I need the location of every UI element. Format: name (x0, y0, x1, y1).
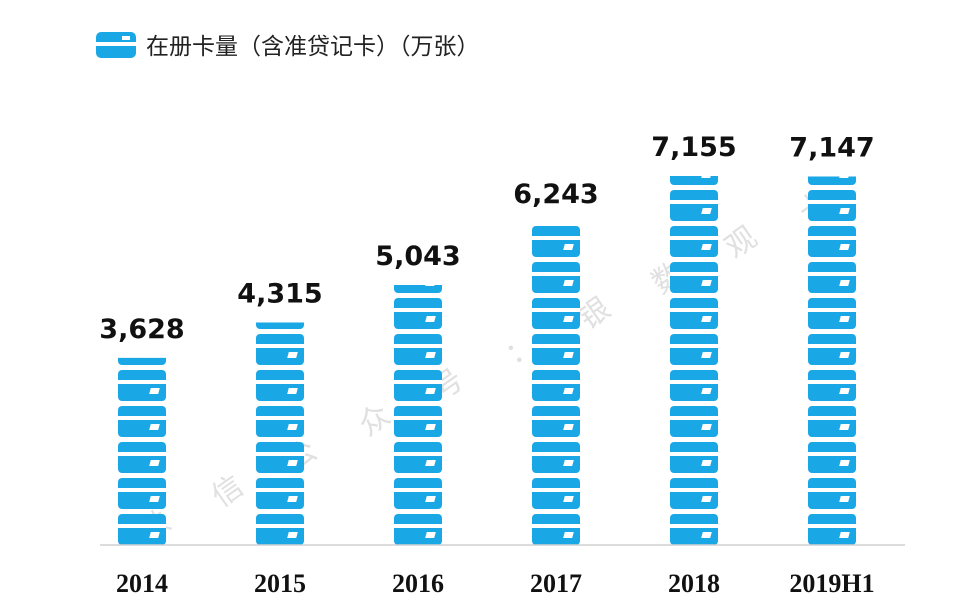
card-pictogram (808, 298, 856, 329)
card-pictogram (808, 190, 856, 221)
bar-cards (394, 284, 442, 545)
card-pictogram (670, 262, 718, 293)
bar (118, 357, 166, 545)
card-icon (96, 32, 136, 58)
data-label: 5,043 (375, 241, 460, 272)
watermark-char: 信 (206, 469, 251, 515)
card-pictogram (394, 442, 442, 473)
card-pictogram (532, 370, 580, 401)
card-pictogram (532, 298, 580, 329)
legend: 在册卡量（含准贷记卡）（万张） (96, 32, 480, 60)
card-pictogram (256, 514, 304, 545)
bar (808, 176, 856, 545)
card-pictogram (532, 406, 580, 437)
card-pictogram (532, 514, 580, 545)
card-pictogram (808, 176, 856, 185)
card-pictogram (256, 370, 304, 401)
bar (670, 176, 718, 545)
card-pictogram (808, 442, 856, 473)
x-tick-label: 2019H1 (789, 569, 874, 598)
card-pictogram (532, 226, 580, 257)
card-pictogram (670, 298, 718, 329)
card-pictogram (394, 370, 442, 401)
watermark-char: 众 (352, 398, 397, 444)
card-pictogram (118, 514, 166, 545)
card-pictogram (532, 442, 580, 473)
data-label: 7,147 (789, 132, 874, 163)
card-pictogram (808, 226, 856, 257)
value-labels: 3,628 4,315 5,043 6,243 7,155 7,147 (99, 132, 874, 345)
legend-label: 在册卡量（含准贷记卡）（万张） (146, 34, 480, 60)
card-pictogram (670, 442, 718, 473)
x-tick-label: 2015 (254, 569, 306, 598)
card-pictogram (670, 176, 718, 185)
card-pictogram (256, 406, 304, 437)
card-pictogram (808, 370, 856, 401)
card-pictogram (670, 406, 718, 437)
card-pictogram (532, 262, 580, 293)
data-label: 4,315 (237, 278, 322, 309)
data-label: 7,155 (651, 132, 736, 163)
card-pictogram (394, 478, 442, 509)
card-pictogram (118, 357, 166, 365)
card-pictogram (118, 478, 166, 509)
card-pictogram (118, 442, 166, 473)
bar-cards (532, 226, 580, 545)
data-label: 3,628 (99, 314, 184, 345)
bar (532, 226, 580, 545)
card-pictogram (532, 478, 580, 509)
card-pictogram (808, 262, 856, 293)
x-tick-label: 2016 (392, 569, 444, 598)
card-pictogram (808, 514, 856, 545)
card-pictogram (670, 514, 718, 545)
bar (394, 284, 442, 545)
bars (118, 176, 856, 545)
card-pictogram (256, 478, 304, 509)
card-pictogram (808, 478, 856, 509)
x-tick-label: 2018 (668, 569, 720, 598)
card-pictogram (256, 334, 304, 365)
card-pictogram (394, 406, 442, 437)
x-axis-ticks: 2014 2015 2016 2017 2018 2019H1 (116, 569, 875, 598)
card-pictogram (670, 334, 718, 365)
card-pictogram (394, 334, 442, 365)
card-pictogram (670, 190, 718, 221)
card-pictogram (118, 370, 166, 401)
x-tick-label: 2017 (530, 569, 582, 598)
card-pictogram (670, 226, 718, 257)
bar (256, 322, 304, 545)
bar-cards (118, 357, 166, 545)
bar-cards (256, 322, 304, 545)
card-pictogram (808, 334, 856, 365)
card-pictogram (670, 478, 718, 509)
data-label: 6,243 (513, 179, 598, 210)
bar-cards (670, 176, 718, 545)
bar-cards (808, 176, 856, 545)
card-pictogram (256, 322, 304, 329)
watermark: 微信公众号：银数观卡 (132, 184, 837, 550)
card-pictogram (394, 298, 442, 329)
card-pictogram (256, 442, 304, 473)
card-pictogram (808, 406, 856, 437)
card-pictogram (394, 284, 442, 293)
card-pictogram (532, 334, 580, 365)
card-pictogram (394, 514, 442, 545)
card-pictogram (670, 370, 718, 401)
x-tick-label: 2014 (116, 569, 168, 598)
watermark-char: 观 (719, 220, 764, 266)
card-pictogram (118, 406, 166, 437)
